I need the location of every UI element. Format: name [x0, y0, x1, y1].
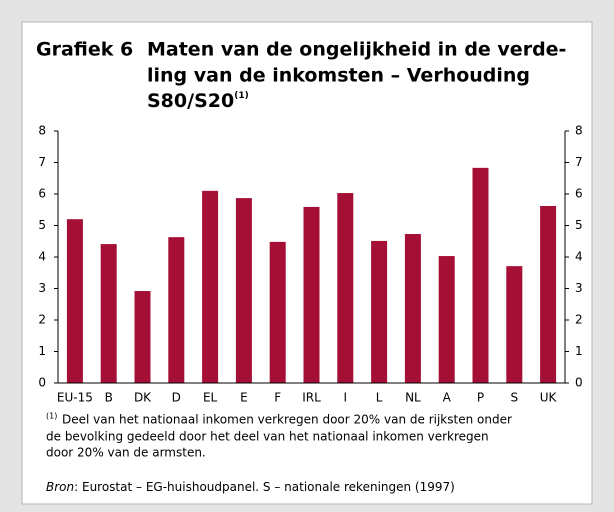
x-tick-label: I: [344, 391, 348, 405]
chart-title: S80/S20: [147, 90, 234, 112]
chart-title: S80/S20(1): [147, 90, 249, 112]
x-tick-label: A: [443, 391, 452, 405]
y2-tick-label: 5: [575, 218, 583, 232]
footnote: door 20% van de armsten.: [46, 446, 206, 460]
y2-tick-label: 4: [575, 250, 583, 264]
y2-tick-label: 2: [575, 313, 583, 327]
y-tick-label: 6: [38, 187, 46, 201]
x-tick-label: P: [477, 391, 484, 405]
y-tick-label: 1: [38, 344, 46, 358]
bar: [66, 219, 83, 383]
y2-tick-label: 3: [575, 281, 583, 295]
y2-tick-label: 0: [575, 376, 583, 390]
bar: [100, 244, 117, 383]
source-label: Bron: [46, 480, 74, 494]
x-tick-label: DK: [134, 391, 152, 405]
bar: [506, 266, 523, 383]
bar: [472, 167, 489, 383]
source: Bron: Eurostat – EG-huishoudpanel. S – n…: [46, 480, 455, 494]
x-tick-label: F: [274, 391, 281, 405]
bar: [235, 198, 252, 383]
y2-tick-label: 1: [575, 344, 583, 358]
y-tick-label: 8: [38, 124, 46, 138]
bar: [202, 190, 219, 383]
bar: [134, 291, 151, 383]
x-tick-label: NL: [405, 391, 421, 405]
y-tick-label: 4: [38, 250, 46, 264]
y-tick-label: 0: [38, 376, 46, 390]
bar: [303, 206, 320, 383]
x-tick-label: IRL: [302, 391, 321, 405]
chart-title: ling van de inkomsten – Verhouding: [147, 65, 530, 87]
y-tick-label: 5: [38, 218, 46, 232]
x-tick-label: UK: [540, 391, 558, 405]
bar: [404, 234, 421, 383]
footnote-marker: (1): [46, 412, 57, 421]
y-tick-label: 3: [38, 281, 46, 295]
title-note: (1): [234, 91, 249, 101]
x-tick-label: D: [172, 391, 181, 405]
x-tick-label: E: [240, 391, 248, 405]
bar: [540, 205, 557, 383]
y2-tick-label: 6: [575, 187, 583, 201]
y2-tick-label: 7: [575, 155, 583, 169]
y-tick-label: 7: [38, 155, 46, 169]
bar: [337, 193, 354, 383]
x-tick-label: EL: [203, 391, 218, 405]
bar: [168, 237, 185, 383]
y2-tick-label: 8: [575, 124, 583, 138]
figure-label: Grafiek 6: [36, 39, 133, 61]
bar: [269, 241, 286, 383]
source-text: : Eurostat – EG-huishoudpanel. S – natio…: [74, 480, 455, 494]
x-tick-label: EU-15: [57, 391, 93, 405]
bar: [438, 256, 455, 383]
x-tick-label: S: [510, 391, 518, 405]
x-tick-label: B: [105, 391, 113, 405]
bar: [371, 240, 388, 383]
chart-title: Maten van de ongelijkheid in de verde-: [147, 39, 566, 61]
y-tick-label: 2: [38, 313, 46, 327]
x-tick-label: L: [376, 391, 383, 405]
footnote: de bevolking gedeeld door het deel van h…: [46, 430, 489, 444]
footnote: Deel van het nationaal inkomen verkregen…: [62, 413, 512, 427]
